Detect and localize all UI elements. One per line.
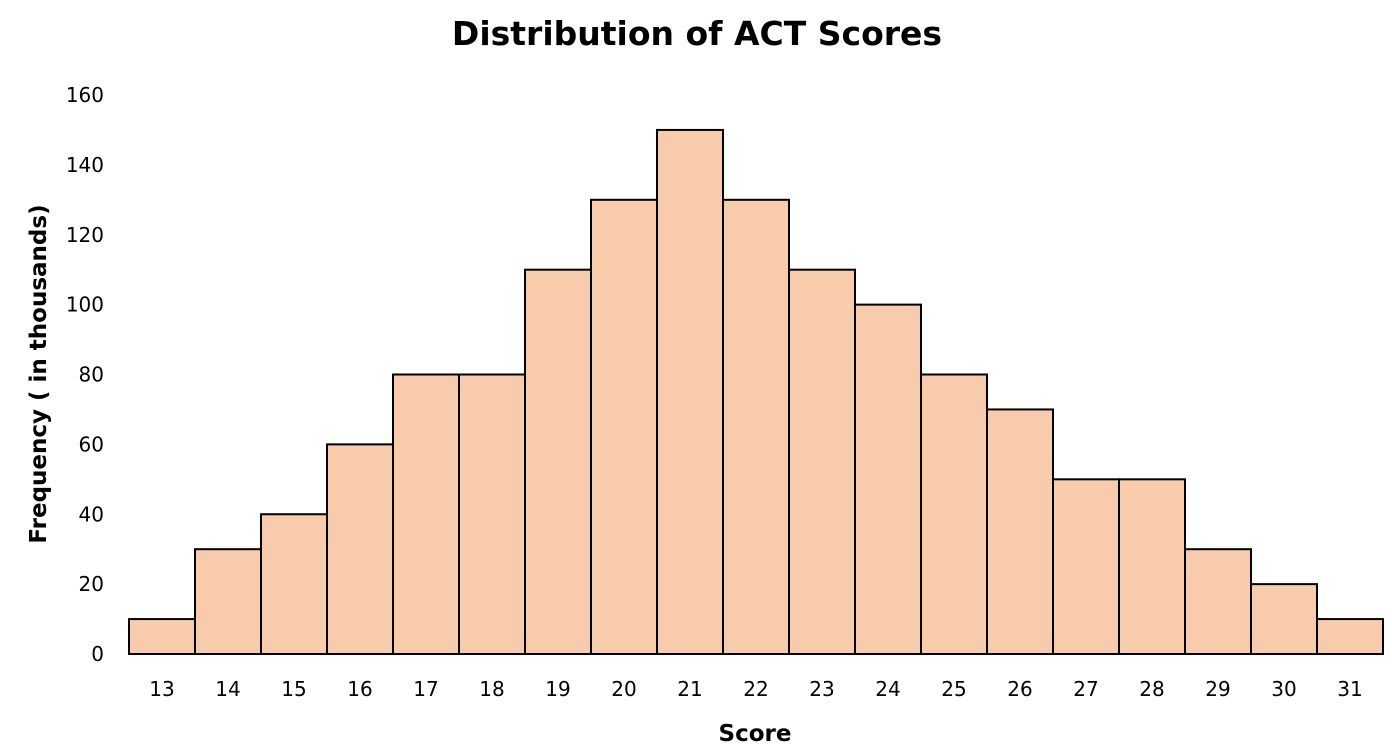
x-tick-label: 23 xyxy=(809,677,834,701)
bar-score-31 xyxy=(1316,618,1384,655)
bar-score-27 xyxy=(1052,478,1120,655)
bar-score-30 xyxy=(1250,583,1318,656)
y-axis-ticks: 0 20 40 60 80 100 120 140 160 xyxy=(66,83,104,666)
bar-score-26 xyxy=(986,408,1054,655)
x-tick-label: 31 xyxy=(1337,677,1362,701)
bar-score-29 xyxy=(1184,548,1252,655)
bar-score-25 xyxy=(920,373,988,655)
bar-score-28 xyxy=(1118,478,1186,655)
y-tick-label: 20 xyxy=(79,572,104,596)
x-tick-label: 22 xyxy=(743,677,768,701)
chart-title: Distribution of ACT Scores xyxy=(452,14,942,53)
bar-score-23 xyxy=(788,268,856,655)
x-axis-ticks: 13 14 15 16 17 18 19 20 21 22 23 24 25 26 27 28 29 30 31 xyxy=(149,677,1362,701)
x-tick-label: 19 xyxy=(545,677,570,701)
bar-score-22 xyxy=(722,198,790,655)
x-tick-label: 30 xyxy=(1271,677,1296,701)
bar-score-19 xyxy=(524,268,592,655)
bar-score-24 xyxy=(854,303,922,656)
x-axis-title: Score xyxy=(719,721,792,747)
y-tick-label: 40 xyxy=(79,502,104,526)
x-tick-label: 28 xyxy=(1139,677,1164,701)
y-tick-label: 80 xyxy=(79,363,104,387)
x-tick-label: 24 xyxy=(875,677,900,701)
bar-score-15 xyxy=(260,513,328,655)
bar-score-21 xyxy=(656,128,724,655)
bar-score-17 xyxy=(392,373,460,655)
x-tick-label: 25 xyxy=(941,677,966,701)
x-tick-label: 29 xyxy=(1205,677,1230,701)
x-tick-label: 18 xyxy=(479,677,504,701)
x-tick-label: 17 xyxy=(413,677,438,701)
y-axis-title: Frequency ( in thousands) xyxy=(26,204,52,543)
x-tick-label: 21 xyxy=(677,677,702,701)
x-tick-label: 27 xyxy=(1073,677,1098,701)
x-tick-label: 26 xyxy=(1007,677,1032,701)
y-tick-label: 120 xyxy=(66,223,104,247)
y-tick-label: 100 xyxy=(66,293,104,317)
y-tick-label: 60 xyxy=(79,432,104,456)
y-tick-label: 160 xyxy=(66,83,104,107)
bar-score-14 xyxy=(194,548,262,655)
x-tick-label: 13 xyxy=(149,677,174,701)
bar-score-13 xyxy=(128,618,196,655)
x-tick-label: 14 xyxy=(215,677,240,701)
bars-group xyxy=(128,128,1384,656)
x-tick-label: 15 xyxy=(281,677,306,701)
x-tick-label: 16 xyxy=(347,677,372,701)
bar-score-16 xyxy=(326,443,394,656)
bar-score-20 xyxy=(590,198,658,655)
y-tick-label: 140 xyxy=(66,153,104,177)
y-tick-label: 0 xyxy=(91,642,104,666)
x-tick-label: 20 xyxy=(611,677,636,701)
bar-score-18 xyxy=(458,373,526,655)
